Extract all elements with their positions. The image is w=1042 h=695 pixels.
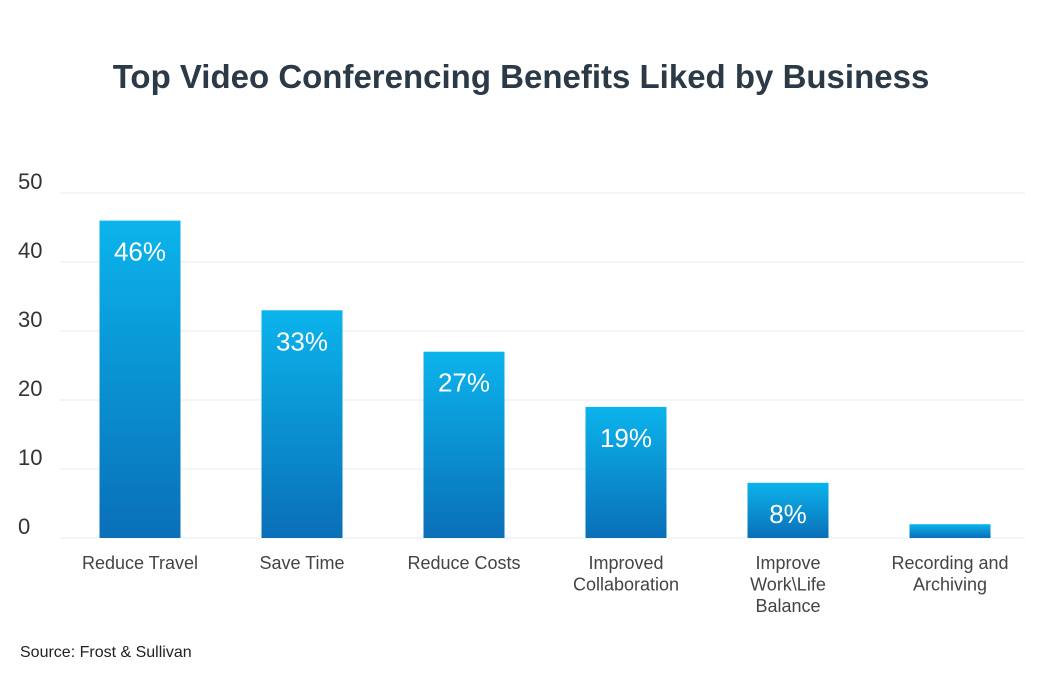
y-tick-label: 0 (18, 514, 30, 539)
bar-data-label: 33% (276, 326, 328, 356)
x-category-label: Improve Work\Life Balance (750, 553, 826, 616)
x-category-label: Reduce Costs (407, 553, 520, 573)
source-note: Source: Frost & Sullivan (20, 644, 192, 661)
x-axis-categories: Reduce Travel Save Time Reduce Costs Improv… (82, 553, 1009, 616)
x-category-label: Reduce Travel (82, 553, 198, 573)
bar-data-label: 2% (931, 540, 969, 570)
bar-0 (99, 220, 181, 538)
bars: 46% 33% 27% 19% 8% 2% (99, 220, 991, 570)
y-tick-label: 10 (18, 445, 42, 470)
y-tick-label: 20 (18, 376, 42, 401)
gridlines (60, 192, 1025, 539)
x-category-label: Recording and Archiving (891, 553, 1008, 595)
y-tick-label: 50 (18, 169, 42, 194)
bar-data-label: 27% (438, 368, 490, 398)
bar-2 (423, 351, 505, 538)
y-tick-label: 30 (18, 307, 42, 332)
bar-5 (909, 524, 991, 538)
bar-data-label: 8% (769, 499, 807, 529)
bar-4 (747, 482, 829, 538)
chart-title: Top Video Conferencing Benefits Liked by… (112, 58, 930, 95)
y-axis-ticks: 0 10 20 30 40 50 (18, 169, 42, 539)
x-category-label: Save Time (259, 553, 344, 573)
bar-3 (585, 406, 667, 538)
bar-data-label: 19% (600, 423, 652, 453)
y-tick-label: 40 (18, 238, 42, 263)
bar-data-label: 46% (114, 237, 166, 267)
bar-1 (261, 310, 343, 538)
x-category-label: Improved Collaboration (573, 553, 679, 595)
